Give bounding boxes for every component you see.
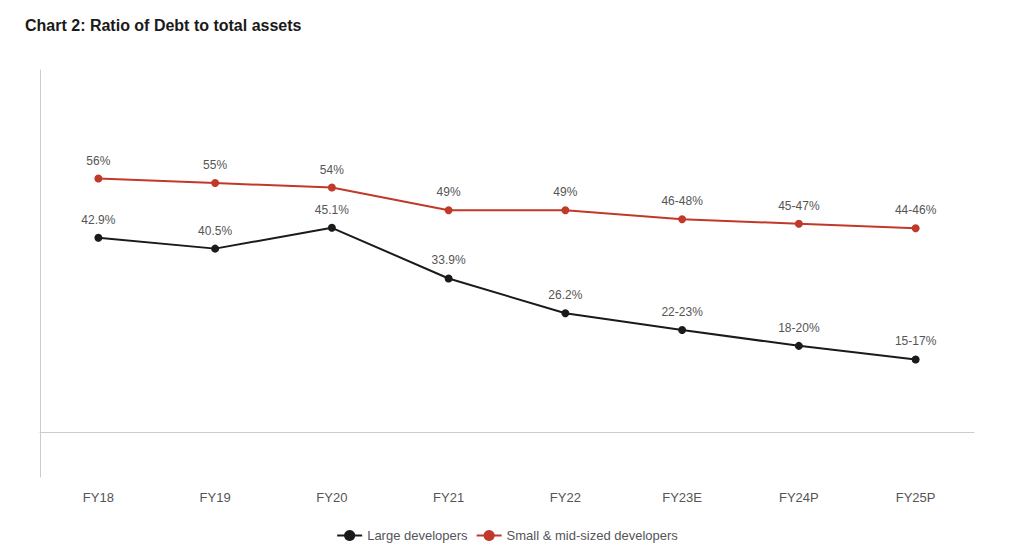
svg-text:Large developers: Large developers	[367, 528, 468, 543]
svg-text:FY20: FY20	[316, 490, 347, 505]
svg-text:FY19: FY19	[200, 490, 231, 505]
svg-text:56%: 56%	[86, 154, 110, 168]
svg-text:FY23E: FY23E	[662, 490, 702, 505]
svg-text:49%: 49%	[437, 185, 461, 199]
svg-text:45.1%: 45.1%	[315, 203, 349, 217]
svg-text:45-47%: 45-47%	[778, 199, 820, 213]
svg-text:FY24P: FY24P	[779, 490, 819, 505]
svg-text:44-46%: 44-46%	[895, 203, 937, 217]
svg-text:FY22: FY22	[550, 490, 581, 505]
svg-text:54%: 54%	[320, 163, 344, 177]
svg-text:FY18: FY18	[83, 490, 114, 505]
svg-text:42.9%: 42.9%	[81, 213, 115, 227]
svg-text:33.9%: 33.9%	[432, 253, 466, 267]
svg-text:Chart 2: Ratio of Debt to tota: Chart 2: Ratio of Debt to total assets	[25, 17, 302, 34]
svg-text:FY25P: FY25P	[896, 490, 936, 505]
svg-text:46-48%: 46-48%	[661, 194, 703, 208]
svg-text:22-23%: 22-23%	[661, 305, 703, 319]
svg-text:Small & mid-sized developers: Small & mid-sized developers	[507, 528, 679, 543]
svg-text:26.2%: 26.2%	[548, 288, 582, 302]
svg-text:FY21: FY21	[433, 490, 464, 505]
svg-text:18-20%: 18-20%	[778, 321, 820, 335]
svg-text:49%: 49%	[553, 185, 577, 199]
svg-text:15-17%: 15-17%	[895, 334, 937, 348]
svg-text:40.5%: 40.5%	[198, 224, 232, 238]
svg-text:55%: 55%	[203, 158, 227, 172]
